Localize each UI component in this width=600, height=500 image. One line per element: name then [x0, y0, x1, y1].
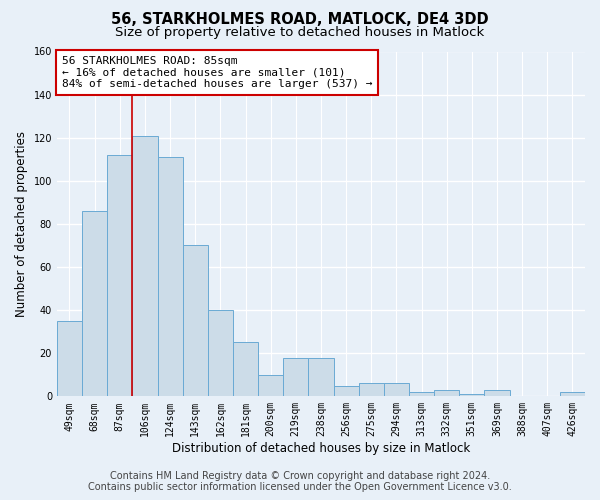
Bar	[459, 394, 484, 396]
Bar	[208, 310, 233, 396]
Text: Size of property relative to detached houses in Matlock: Size of property relative to detached ho…	[115, 26, 485, 39]
Bar	[283, 358, 308, 397]
Bar	[57, 321, 82, 396]
Text: 56 STARKHOLMES ROAD: 85sqm
← 16% of detached houses are smaller (101)
84% of sem: 56 STARKHOLMES ROAD: 85sqm ← 16% of deta…	[62, 56, 373, 89]
Text: Contains HM Land Registry data © Crown copyright and database right 2024.
Contai: Contains HM Land Registry data © Crown c…	[88, 471, 512, 492]
Bar	[484, 390, 509, 396]
Bar	[434, 390, 459, 396]
Bar	[334, 386, 359, 396]
Y-axis label: Number of detached properties: Number of detached properties	[15, 131, 28, 317]
Bar	[258, 375, 283, 396]
Bar	[158, 157, 182, 396]
Bar	[107, 155, 133, 396]
Bar	[560, 392, 585, 396]
Text: 56, STARKHOLMES ROAD, MATLOCK, DE4 3DD: 56, STARKHOLMES ROAD, MATLOCK, DE4 3DD	[111, 12, 489, 28]
Bar	[359, 384, 384, 396]
Bar	[409, 392, 434, 396]
Bar	[82, 211, 107, 396]
Bar	[133, 136, 158, 396]
Bar	[384, 384, 409, 396]
Bar	[233, 342, 258, 396]
Bar	[182, 246, 208, 396]
X-axis label: Distribution of detached houses by size in Matlock: Distribution of detached houses by size …	[172, 442, 470, 455]
Bar	[308, 358, 334, 397]
